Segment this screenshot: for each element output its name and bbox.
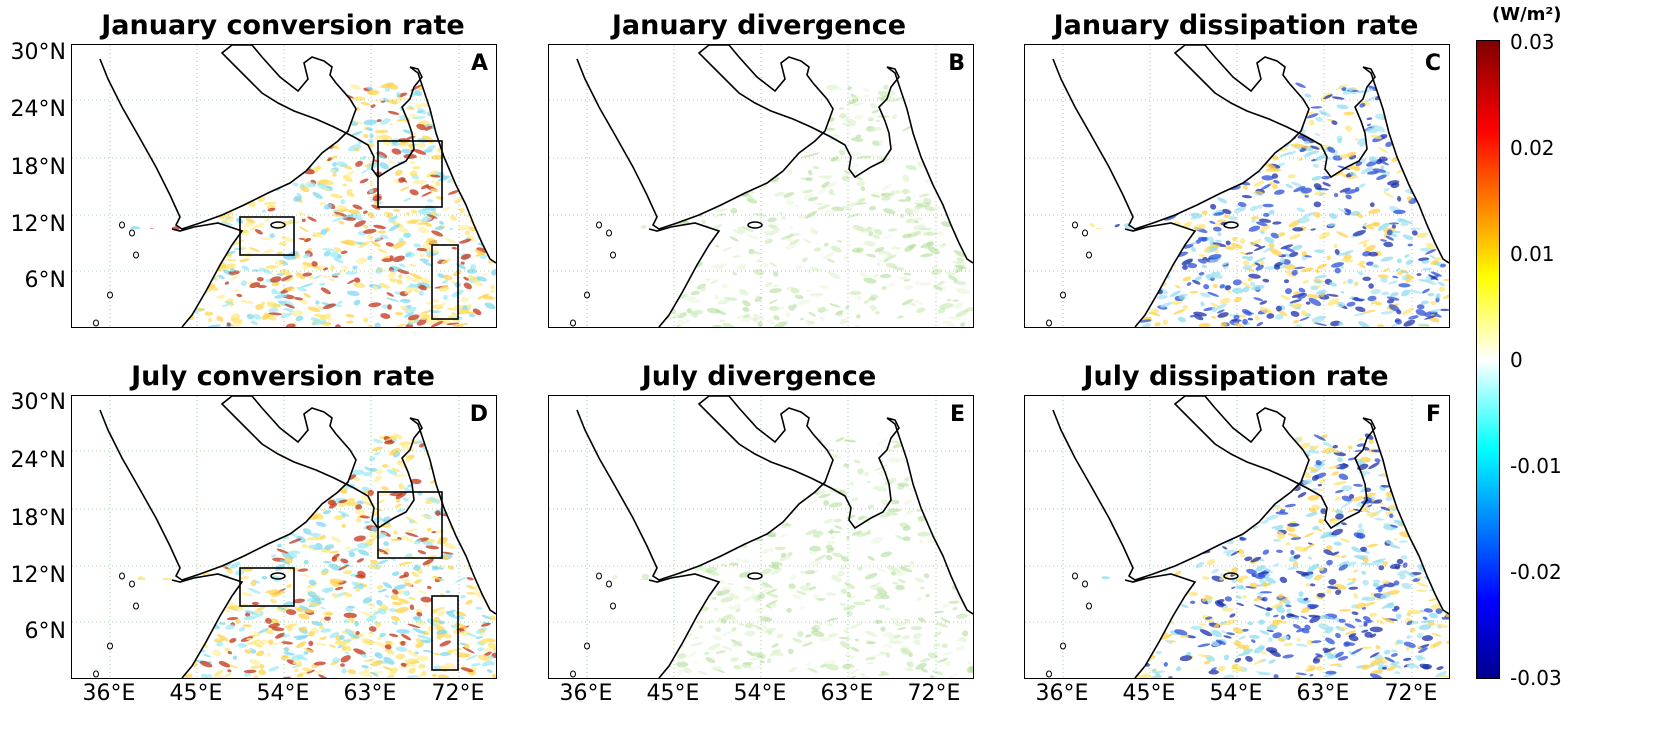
lon-label-54e-c: 54°E: [1209, 681, 1263, 706]
map-canvas: [549, 45, 973, 327]
coastline: [576, 396, 973, 615]
lon-label-72e-c: 72°E: [1384, 681, 1438, 706]
map-panel-b: B: [548, 44, 974, 328]
panel-label-f: F: [1425, 402, 1441, 427]
coastline: [1124, 573, 1197, 678]
lat-label-24n-bottom: 24°N: [10, 448, 66, 473]
region-box: [239, 216, 295, 256]
coastline: [1052, 45, 1449, 264]
map-canvas: [1025, 396, 1449, 678]
map-panel-a: A: [71, 44, 497, 328]
lon-label-72e-a: 72°E: [431, 681, 485, 706]
title-panel-b: January divergence: [611, 10, 907, 41]
colorbar-unit: (W/m²): [1492, 4, 1562, 25]
lat-label-6n-top: 6°N: [24, 268, 66, 293]
panel-label-d: D: [469, 402, 488, 427]
coastline: [1124, 222, 1197, 327]
panel-label-b: B: [948, 51, 965, 76]
lon-label-63e-a: 63°E: [343, 681, 397, 706]
lat-label-30n-bottom: 30°N: [10, 390, 66, 415]
region-box: [239, 567, 295, 607]
map-canvas: [72, 45, 496, 327]
panel-label-a: A: [470, 51, 488, 76]
colorbar-tick-0.03: 0.03: [1510, 30, 1555, 54]
lat-label-18n-bottom: 18°N: [10, 506, 66, 531]
lon-label-45e-c: 45°E: [1122, 681, 1176, 706]
colorbar-tick-0.02: 0.02: [1510, 136, 1555, 160]
panel-label-e: E: [949, 402, 965, 427]
coastline: [576, 45, 973, 264]
lon-label-36e-b: 36°E: [559, 681, 613, 706]
title-panel-c: January dissipation rate: [1053, 10, 1419, 41]
map-panel-f: F: [1024, 395, 1450, 679]
colorbar-tick--0.01: -0.01: [1510, 454, 1562, 478]
lon-label-45e-a: 45°E: [169, 681, 223, 706]
lon-label-45e-b: 45°E: [646, 681, 700, 706]
lon-label-54e-a: 54°E: [256, 681, 310, 706]
coastline: [1052, 396, 1449, 615]
lat-label-6n-bottom: 6°N: [24, 619, 66, 644]
lat-label-12n-top: 12°N: [10, 212, 66, 237]
coastline: [171, 573, 244, 678]
colorbar-tick-0: 0: [1510, 348, 1523, 372]
coastline: [648, 222, 721, 327]
lon-label-72e-b: 72°E: [907, 681, 961, 706]
region-box: [431, 244, 459, 320]
title-panel-f: July dissipation rate: [1083, 361, 1389, 392]
colorbar-tick-0.01: 0.01: [1510, 242, 1555, 266]
title-panel-d: July conversion rate: [131, 361, 435, 392]
title-panel-a: January conversion rate: [101, 10, 465, 41]
region-box: [431, 595, 459, 671]
panel-label-c: C: [1424, 51, 1441, 76]
map-panel-c: C: [1024, 44, 1450, 328]
lon-label-36e-c: 36°E: [1035, 681, 1089, 706]
map-panel-d: D: [71, 395, 497, 679]
region-box: [377, 491, 443, 559]
lat-label-18n-top: 18°N: [10, 155, 66, 180]
lat-label-12n-bottom: 12°N: [10, 563, 66, 588]
coastline: [171, 222, 244, 327]
colorbar-tick--0.02: -0.02: [1510, 560, 1562, 584]
lon-label-54e-b: 54°E: [733, 681, 787, 706]
lat-label-30n-top: 30°N: [10, 40, 66, 65]
coastline: [648, 573, 721, 678]
colorbar-tick--0.03: -0.03: [1510, 666, 1562, 690]
title-panel-e: July divergence: [641, 361, 877, 392]
coastline: [99, 396, 496, 615]
coastline: [99, 45, 496, 264]
lat-label-24n-top: 24°N: [10, 97, 66, 122]
region-box: [377, 140, 443, 208]
lon-label-63e-c: 63°E: [1296, 681, 1350, 706]
map-canvas: [1025, 45, 1449, 327]
map-panel-e: E: [548, 395, 974, 679]
map-canvas: [549, 396, 973, 678]
map-canvas: [72, 396, 496, 678]
lon-label-36e-a: 36°E: [82, 681, 136, 706]
colorbar: [1476, 40, 1500, 679]
lon-label-63e-b: 63°E: [820, 681, 874, 706]
